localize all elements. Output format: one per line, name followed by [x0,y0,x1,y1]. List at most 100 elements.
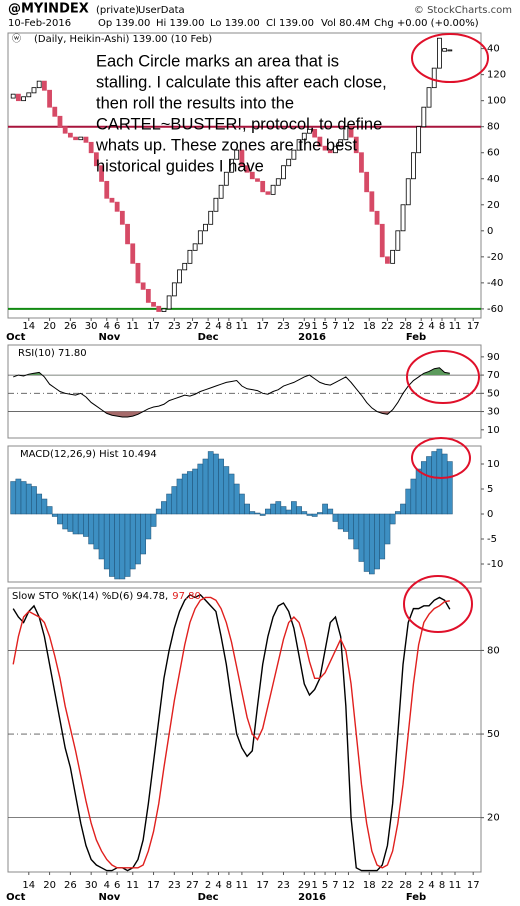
candle [338,139,344,147]
y-tick-label: -60 [487,304,503,315]
y-tick-label: 70 [487,370,500,381]
histogram-bar [187,471,193,515]
candle [151,301,156,307]
y-tick-label: -5 [487,534,497,545]
month-label: Oct [6,892,25,903]
histogram-bar [46,506,53,515]
candle [244,165,250,173]
candle [291,149,297,160]
histogram-bar [368,513,375,575]
quote-date: 10-Feb-2016 [8,18,71,29]
histogram-bar [51,513,58,517]
histogram-bar [197,463,204,515]
histogram-bar [311,513,318,517]
candle [442,48,448,52]
histogram-bar [98,513,105,560]
x-tick-label: 2 [205,880,211,891]
highlight-circle [411,437,471,479]
candle [177,269,182,284]
x-tick-label: 12 [342,880,355,891]
x-tick-label: 11 [236,321,249,332]
legend: (Daily, Heikin-Ashi) 139.00 (10 Feb) [34,34,212,45]
x-tick-label: 14 [22,880,35,891]
panel-title: RSI(10) 71.80 [18,348,87,359]
x-tick-label: 5 [322,321,328,332]
candle [15,93,21,102]
y-tick-label: 0 [487,226,493,237]
candle [83,136,89,143]
x-tick-label: 5 [322,880,328,891]
y-tick-label: 5 [487,484,493,495]
y-tick-label: 50 [487,729,500,740]
candle [156,305,162,312]
histogram-bar [384,513,391,545]
x-tick-label: 20 [43,321,56,332]
histogram-bar [41,498,48,515]
x-tick-label: 4 [215,880,221,891]
candle [208,210,214,225]
month-label: 2016 [298,332,326,343]
x-tick-label: 26 [64,880,77,891]
candle [99,165,104,182]
candle [348,126,354,138]
histogram-bar [337,513,344,530]
histogram-bar [192,468,198,515]
candle [52,106,58,117]
plot-area [8,367,481,418]
candle [67,132,73,138]
candle [62,126,68,134]
source: UserData [138,5,185,16]
quote-high: Hi 139.00 [156,18,204,29]
x-tick-label: 14 [22,321,35,332]
owner: (private) [96,5,139,16]
candle [223,171,229,186]
quote-change: Chg +0.00 (+0.00%) [374,18,479,29]
panel-frame [7,587,482,873]
x-tick-label: 17 [256,880,269,891]
histogram-bar [239,493,245,515]
title-part: Slow STO %K(14) %D(6) 94.78, [12,591,168,602]
x-tick-label: 11 [449,321,462,332]
candle [322,145,328,151]
candle [307,128,312,134]
x-tick-label: 11 [126,880,139,891]
histogram-bar [140,513,146,555]
x-tick-label: 22 [381,321,394,332]
x-tick-label: 29 [298,880,311,891]
histogram-bar [119,513,126,580]
x-tick-label: 8 [439,880,445,891]
x-tick-label: 11 [449,880,462,891]
histogram-bar [265,508,271,515]
y-tick-label: 20 [487,200,500,211]
x-tick-label: 11 [236,880,249,891]
plot-area [8,37,481,312]
candle [426,87,432,108]
candle [161,308,167,312]
candle [275,178,281,186]
histogram-bar [109,513,115,577]
histogram-bar [31,486,37,515]
histogram-bar [332,513,339,522]
candle [400,204,406,232]
annotation-line: whats up. These zones are the best [95,136,358,154]
quote-close: Cl 139.00 [266,18,314,29]
x-tick-label: 1 [311,880,317,891]
histogram-bar [353,513,360,550]
candle [47,89,52,108]
histogram-bar [223,466,230,515]
histogram-bar [166,493,172,515]
histogram-bar [202,458,209,515]
candle [41,80,47,91]
x-tick-label: 26 [64,321,77,332]
x-tick-label: 28 [399,880,412,891]
series-line [13,367,450,418]
x-tick-label: 1 [311,321,317,332]
y-tick-label: 30 [487,407,500,418]
x-tick-label: 4 [104,880,110,891]
candle [171,282,177,297]
plot-area [10,448,453,580]
series-line [12,596,450,869]
candle [140,282,146,290]
histogram-bar [363,513,370,572]
candle [359,152,364,173]
